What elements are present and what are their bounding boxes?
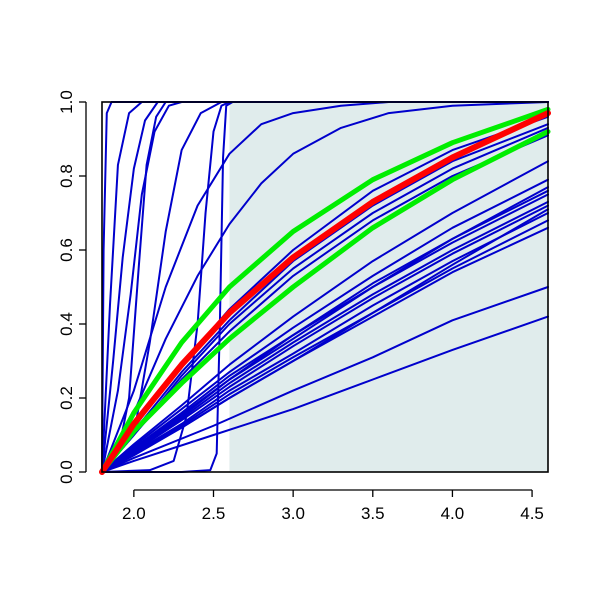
x-axis: 2.0 2.5 3.0 3.5 4.0 4.5 [122,489,544,523]
individual-curve-18 [101,200,549,473]
y-tick-label: 0.2 [57,386,76,410]
x-tick-label: 3.5 [361,504,385,523]
individual-curve-15 [101,160,549,473]
band-curve-28 [99,129,551,475]
x-tick-label: 2.5 [202,504,226,523]
series-lines-layer [99,101,551,475]
x-tick-label: 4.0 [441,504,465,523]
band-curve-27 [99,106,551,475]
individual-curve-26 [101,286,549,473]
individual-curve-19 [101,204,549,473]
individual-curve-23 [101,189,549,473]
individual-curve-25 [101,315,549,473]
x-tick-label: 3.0 [281,504,305,523]
plot-frame [101,101,549,473]
central-curve-29 [99,110,551,475]
y-tick-label: 0.6 [57,238,76,262]
y-tick-label: 0.0 [57,460,76,484]
x-tick-label: 4.5 [520,504,544,523]
individual-curve-9 [101,101,549,473]
y-tick-label: 0.8 [57,164,76,188]
y-axis: 0.0 0.2 0.4 0.6 0.8 1.0 [57,90,87,484]
y-tick-label: 0.4 [57,312,76,336]
individual-curve-14 [101,178,549,473]
individual-curve-8 [101,101,549,473]
x-tick-label: 2.0 [122,504,146,523]
individual-curve-24 [101,208,549,473]
y-tick-label: 1.0 [57,90,76,114]
